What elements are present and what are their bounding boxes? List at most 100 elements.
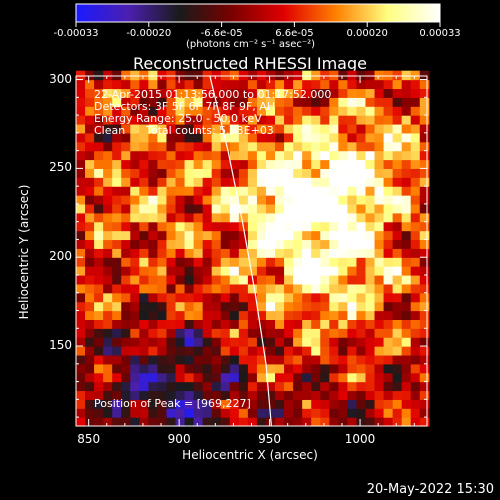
heatmap-cell [157, 70, 168, 81]
heatmap-cell [157, 79, 168, 90]
heatmap-cell [121, 283, 131, 294]
heatmap-cell [202, 292, 213, 303]
heatmap-cell [256, 337, 267, 347]
heatmap-cell [383, 177, 394, 187]
heatmap-cell [329, 354, 339, 365]
heatmap-cell [94, 150, 104, 161]
heatmap-cell [166, 399, 177, 409]
heatmap-cell [130, 88, 140, 98]
heatmap-cell [338, 195, 348, 205]
heatmap-cell [112, 159, 122, 169]
heatmap-cell [247, 319, 258, 329]
heatmap-cell [202, 337, 213, 347]
heatmap-cell [193, 203, 204, 214]
heatmap-cell [202, 150, 213, 161]
heatmap-cell [175, 221, 186, 232]
heatmap-cell [220, 372, 231, 383]
heatmap-cell [76, 248, 86, 258]
heatmap-cell [256, 132, 267, 143]
heatmap-cell [302, 123, 312, 134]
heatmap-cell [76, 266, 86, 276]
annotation-total-counts: Total counts: 5.53E+03 [146, 124, 274, 137]
heatmap-cell [148, 274, 159, 285]
heatmap-cell [383, 159, 394, 169]
heatmap-cell [383, 346, 394, 356]
heatmap-cell [184, 195, 195, 205]
heatmap-cell [338, 123, 348, 134]
heatmap-cell [338, 319, 348, 329]
heatmap-cell [112, 168, 122, 178]
heatmap-cell [220, 203, 231, 214]
heatmap-cell [157, 239, 168, 249]
heatmap-cell [157, 230, 168, 241]
heatmap-cell [148, 310, 159, 321]
heatmap-cell [202, 203, 213, 214]
heatmap-cell [293, 168, 303, 178]
heatmap-cell [202, 266, 213, 276]
heatmap-cell [365, 417, 376, 427]
heatmap-cell [419, 239, 430, 249]
heatmap-cell [320, 168, 330, 178]
heatmap-cell [419, 354, 430, 365]
heatmap-cell [211, 257, 222, 267]
heatmap-cell [211, 337, 222, 347]
heatmap-cell [302, 292, 312, 303]
heatmap-cell [275, 177, 285, 187]
heatmap-cell [419, 106, 430, 116]
heatmap-cell [103, 363, 113, 374]
heatmap-cell [374, 292, 385, 303]
heatmap-cell [121, 132, 131, 143]
heatmap-cell [94, 399, 104, 409]
heatmap-cell [302, 221, 312, 232]
heatmap-cell [220, 123, 231, 134]
heatmap-cell [265, 203, 276, 214]
heatmap-cell [103, 88, 113, 98]
heatmap-cell [356, 310, 367, 321]
heatmap-cell [175, 132, 186, 143]
heatmap-cell [275, 239, 285, 249]
heatmap-cell [76, 132, 86, 143]
heatmap-cell [329, 132, 339, 143]
heatmap-cell [103, 390, 113, 400]
heatmap-cell [302, 212, 312, 223]
heatmap-cell [76, 257, 86, 267]
heatmap-cell [284, 292, 294, 303]
heatmap-cell [374, 230, 385, 241]
heatmap-cell [265, 346, 276, 356]
heatmap-cell [202, 354, 213, 365]
heatmap-cell [85, 283, 95, 294]
heatmap-cell [302, 417, 312, 427]
heatmap-cell [293, 123, 303, 134]
heatmap-cell [157, 310, 168, 321]
heatmap-cell [157, 399, 168, 409]
heatmap-cell [202, 381, 213, 392]
heatmap-cell [329, 97, 339, 107]
heatmap-cell [401, 230, 412, 241]
heatmap-cell [211, 195, 222, 205]
heatmap-cell [265, 292, 276, 303]
heatmap-cell [130, 79, 140, 90]
heatmap-cell [256, 168, 267, 178]
heatmap-cell [94, 363, 104, 374]
heatmap-cell [275, 150, 285, 161]
heatmap-cell [365, 177, 376, 187]
heatmap-cell [157, 390, 168, 400]
heatmap-cell [157, 203, 168, 214]
heatmap-cell [302, 408, 312, 418]
heatmap-cell [76, 88, 86, 98]
heatmap-cell [94, 115, 104, 125]
heatmap-cell [211, 354, 222, 365]
heatmap-cell [284, 106, 294, 116]
heatmap-cell [103, 408, 113, 418]
heatmap-cell [365, 150, 376, 161]
heatmap-cell [85, 399, 95, 409]
heatmap-cell [383, 283, 394, 294]
heatmap-cell [76, 106, 86, 116]
heatmap-cell [85, 363, 95, 374]
heatmap-cell [76, 310, 86, 321]
heatmap-cell [374, 177, 385, 187]
heatmap-cell [166, 141, 177, 152]
heatmap-cell [157, 363, 168, 374]
heatmap-cell [85, 248, 95, 258]
heatmap-cell [238, 408, 249, 418]
